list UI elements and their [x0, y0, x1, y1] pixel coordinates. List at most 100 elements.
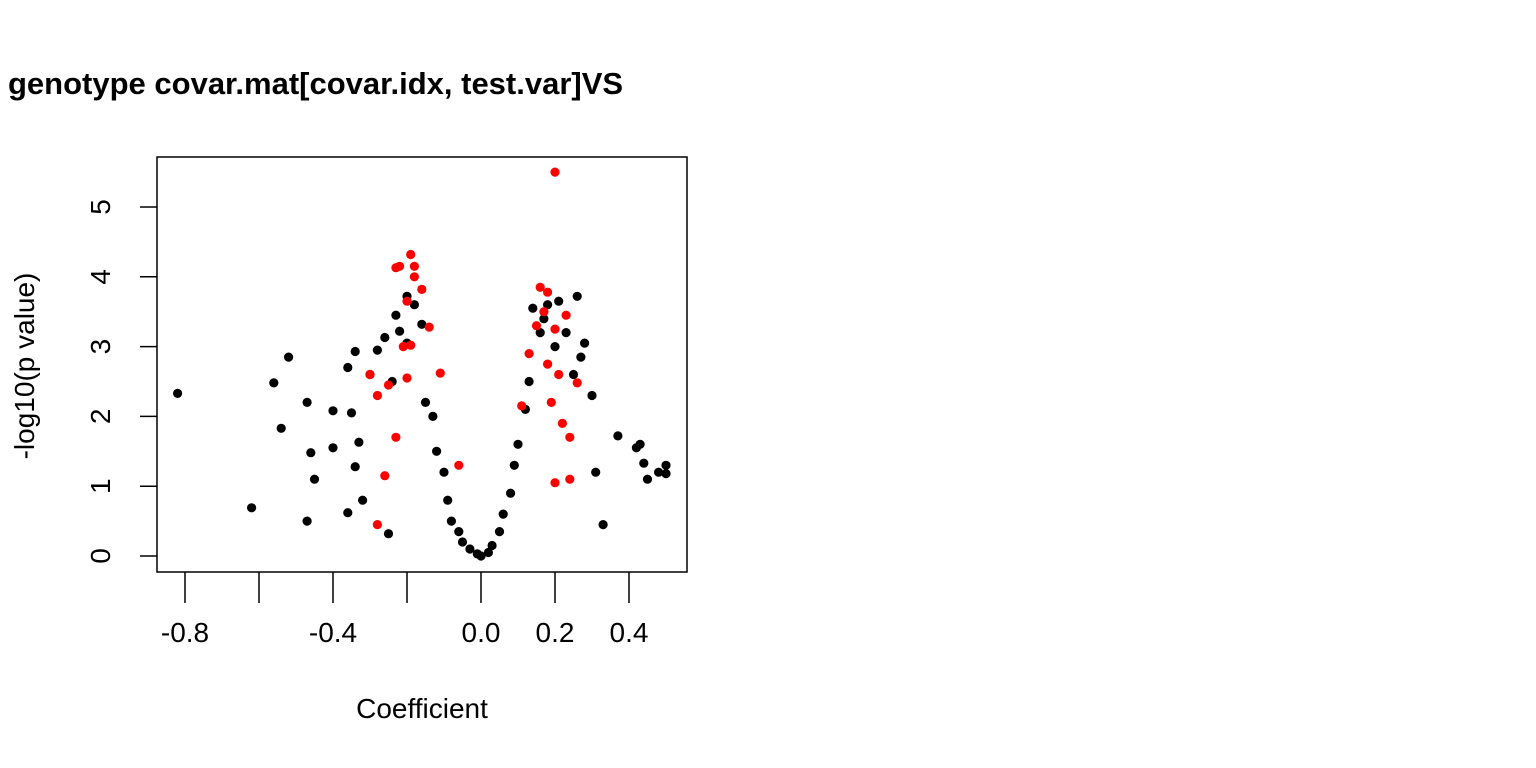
point-42 — [494, 527, 505, 537]
point-40 — [483, 547, 493, 558]
significant-point-16 — [372, 520, 382, 530]
significant-point-35 — [565, 474, 575, 484]
point-23 — [391, 310, 401, 320]
significant-point-10 — [398, 342, 408, 352]
plot-frame — [156, 156, 688, 573]
significant-point-22 — [539, 307, 549, 317]
point-58 — [576, 352, 586, 362]
point-21 — [383, 529, 394, 539]
point-10 — [328, 443, 338, 453]
significant-point-9 — [406, 340, 416, 350]
significant-point-34 — [550, 478, 560, 488]
point-3 — [276, 423, 286, 433]
significant-point-7 — [417, 284, 427, 294]
point-1 — [247, 503, 257, 513]
point-34 — [446, 516, 456, 526]
point-49 — [528, 303, 538, 313]
point-65 — [635, 439, 645, 449]
significant-point-21 — [543, 287, 553, 297]
point-53 — [550, 342, 560, 352]
significant-point-25 — [561, 310, 571, 320]
point-45 — [509, 460, 519, 470]
significant-point-4 — [409, 261, 419, 271]
point-15 — [343, 508, 353, 518]
significant-point-30 — [546, 397, 556, 407]
y-tick-label-5: 5 — [85, 199, 116, 215]
y-tick-label-4: 4 — [85, 269, 116, 285]
point-61 — [591, 467, 601, 477]
point-54 — [554, 296, 564, 306]
point-11 — [343, 362, 353, 373]
point-30 — [428, 411, 438, 421]
point-33 — [443, 495, 453, 505]
significant-point-26 — [524, 349, 534, 359]
significant-point-13 — [365, 369, 375, 380]
point-13 — [350, 346, 360, 357]
point-46 — [513, 439, 523, 449]
significant-point-6 — [402, 296, 412, 306]
point-7 — [306, 448, 316, 458]
point-68 — [654, 467, 664, 477]
significant-point-8 — [424, 322, 434, 332]
chart-title: genotype covar.mat[covar.idx, test.var]V… — [8, 66, 623, 101]
point-55 — [561, 328, 571, 338]
significant-point-33 — [517, 401, 527, 411]
significant-point-0 — [550, 167, 560, 177]
significant-point-18 — [435, 368, 445, 378]
y-tick-label-0: 0 — [85, 548, 116, 564]
point-17 — [358, 495, 368, 505]
x-tick-label-6: 0.4 — [610, 617, 649, 648]
significant-point-5 — [409, 272, 419, 282]
point-41 — [487, 540, 497, 551]
point-8 — [309, 474, 320, 484]
point-39 — [476, 551, 486, 561]
x-tick-label-0: -0.8 — [161, 617, 209, 648]
significant-point-20 — [535, 282, 545, 292]
point-59 — [580, 338, 590, 348]
point-24 — [395, 326, 405, 336]
y-axis-label: -log10(p value) — [9, 273, 40, 460]
point-16 — [354, 437, 364, 447]
y-axis: 0 1 2 3 4 5 — [85, 199, 157, 564]
point-28 — [417, 319, 427, 329]
point-9 — [328, 406, 338, 416]
point-43 — [498, 509, 508, 519]
significant-point-29 — [572, 378, 582, 388]
significant-point-24 — [550, 324, 560, 334]
significant-point-15 — [380, 471, 390, 481]
significant-point-32 — [565, 432, 575, 442]
significant-point-17 — [402, 373, 412, 383]
significant-point-31 — [557, 418, 568, 428]
point-50 — [535, 328, 545, 338]
point-51 — [539, 314, 549, 324]
point-60 — [587, 390, 597, 401]
point-14 — [350, 462, 360, 472]
point-36 — [457, 537, 468, 547]
point-6 — [302, 516, 312, 526]
x-tick-label-4: 0.0 — [462, 617, 501, 648]
significant-point-3 — [395, 261, 405, 271]
point-56 — [568, 369, 579, 380]
point-4 — [284, 352, 294, 362]
significant-point-23 — [531, 321, 542, 331]
x-tick-label-5: 0.2 — [536, 617, 575, 648]
point-2 — [269, 378, 279, 388]
x-tick-label-2: -0.4 — [309, 617, 357, 648]
point-31 — [432, 446, 442, 456]
x-axis-label: Coefficient — [356, 693, 488, 724]
significant-point-14 — [391, 432, 401, 442]
point-62 — [598, 520, 608, 530]
significant-point-27 — [543, 359, 553, 369]
point-0 — [173, 388, 183, 398]
significant-point-19 — [454, 460, 464, 470]
point-63 — [613, 431, 623, 441]
point-69 — [661, 460, 671, 470]
point-35 — [454, 527, 464, 537]
point-12 — [346, 408, 357, 418]
point-37 — [465, 544, 475, 554]
point-20 — [380, 332, 390, 343]
point-19 — [372, 345, 382, 355]
point-32 — [439, 467, 449, 477]
y-tick-label-2: 2 — [85, 409, 116, 425]
